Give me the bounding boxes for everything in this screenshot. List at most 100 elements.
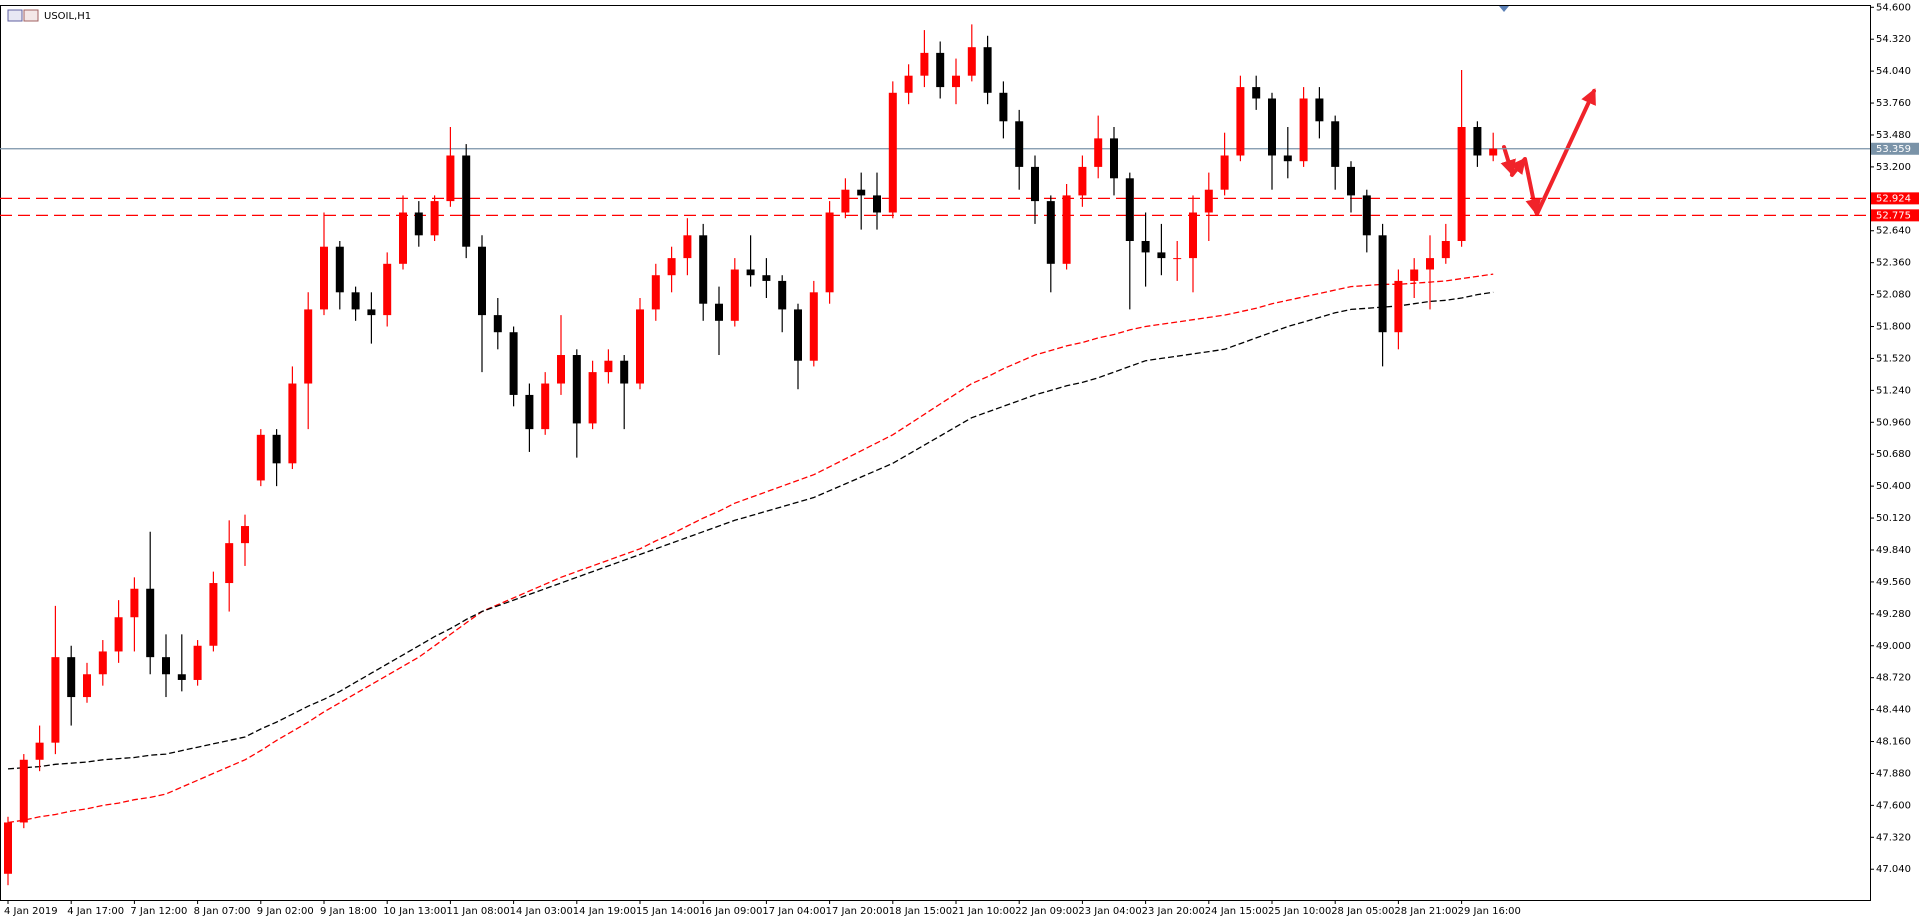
candle-body xyxy=(541,383,550,430)
candle-body xyxy=(4,822,12,874)
candle-body xyxy=(67,657,76,698)
candle-body xyxy=(525,394,534,430)
x-tick-label: 9 Jan 18:00 xyxy=(320,906,377,917)
x-tick-label: 7 Jan 12:00 xyxy=(130,906,187,917)
candle-body xyxy=(762,275,771,281)
candle-body xyxy=(1394,280,1403,333)
x-tick-label: 29 Jan 16:00 xyxy=(1458,906,1521,917)
candle-body xyxy=(493,315,502,333)
candle-body xyxy=(335,246,344,293)
candle-body xyxy=(1110,138,1118,179)
candle-body xyxy=(651,275,660,310)
candle-body xyxy=(1489,148,1498,156)
x-tick-label: 17 Jan 20:00 xyxy=(826,906,889,917)
y-tick-label: 51.520 xyxy=(1876,353,1911,364)
candle-body xyxy=(983,47,992,93)
candle-body xyxy=(1378,235,1387,333)
candle-body xyxy=(730,269,739,321)
candle-body xyxy=(1236,87,1245,156)
x-tick-label: 25 Jan 10:00 xyxy=(1268,906,1331,917)
candle-body xyxy=(952,75,960,88)
x-tick-label: 8 Jan 07:00 xyxy=(194,906,251,917)
candle-body xyxy=(19,759,28,823)
candle-body xyxy=(699,235,708,304)
y-tick-label: 54.040 xyxy=(1876,66,1911,77)
y-tick-label: 53.760 xyxy=(1876,98,1911,109)
x-tick-label: 15 Jan 14:00 xyxy=(636,906,699,917)
y-tick-label: 48.720 xyxy=(1876,673,1911,684)
candle-body xyxy=(1141,241,1150,253)
candle-body xyxy=(1315,98,1324,122)
candle-body xyxy=(1031,166,1039,202)
x-tick-label: 16 Jan 09:00 xyxy=(699,906,762,917)
candle-body xyxy=(241,526,249,544)
candle-body xyxy=(999,92,1008,122)
y-tick-label: 48.440 xyxy=(1876,705,1911,716)
candle-body xyxy=(920,52,929,76)
candle-body xyxy=(462,155,471,247)
candle-body xyxy=(209,583,218,646)
x-tick-label: 4 Jan 2019 xyxy=(4,906,58,917)
candle-body xyxy=(162,657,170,675)
candle-body xyxy=(256,434,265,481)
candle-body xyxy=(825,212,834,293)
candle-body xyxy=(936,52,945,88)
x-tick-label: 22 Jan 09:00 xyxy=(1015,906,1078,917)
candle-body xyxy=(98,651,107,675)
y-tick-label: 50.960 xyxy=(1876,417,1911,428)
candle-body xyxy=(967,47,976,76)
y-tick-label: 52.640 xyxy=(1876,226,1911,237)
candle-body xyxy=(1441,241,1450,259)
candle-body xyxy=(1015,121,1024,167)
annotation-arrows xyxy=(1500,88,1596,216)
candle-body xyxy=(320,246,328,310)
candle-body xyxy=(1204,189,1213,213)
candle-body xyxy=(446,155,455,202)
candle-body xyxy=(809,292,818,361)
candle-body xyxy=(225,543,234,584)
x-tick-label: 21 Jan 10:00 xyxy=(952,906,1015,917)
x-tick-label: 18 Jan 15:00 xyxy=(889,906,952,917)
arrow xyxy=(1523,157,1542,216)
candle-body xyxy=(1094,138,1103,167)
candle-body xyxy=(478,246,486,316)
x-tick-label: 17 Jan 04:00 xyxy=(762,906,825,917)
candle-body xyxy=(1157,252,1166,259)
price-label-box xyxy=(1871,142,1919,155)
candle-body xyxy=(904,75,913,93)
candle-body xyxy=(83,674,91,698)
y-tick-label: 47.600 xyxy=(1876,800,1911,811)
candle-body xyxy=(636,309,644,384)
x-tick-label: 9 Jan 02:00 xyxy=(257,906,314,917)
candle-body xyxy=(509,332,518,395)
candle-body xyxy=(399,212,407,264)
x-tick-label: 14 Jan 03:00 xyxy=(510,906,573,917)
candle-body xyxy=(1220,155,1229,190)
candle-body xyxy=(351,292,360,310)
candle-body xyxy=(130,588,139,618)
chart-title: USOIL,H1 xyxy=(44,11,91,22)
candle-body xyxy=(1046,201,1055,264)
candle-body xyxy=(35,742,44,760)
candle-body xyxy=(1426,258,1434,270)
candle-body xyxy=(888,92,897,213)
x-tick-label: 4 Jan 17:00 xyxy=(67,906,124,917)
y-tick-label: 47.880 xyxy=(1876,768,1911,779)
y-tick-label: 50.400 xyxy=(1876,481,1911,492)
y-tick-label: 52.360 xyxy=(1876,258,1911,269)
candle-body xyxy=(304,309,313,384)
candle-body xyxy=(1078,166,1087,196)
candle-body xyxy=(1362,195,1371,236)
candle-body xyxy=(1173,258,1182,260)
candle-body xyxy=(1268,98,1276,156)
price-label-box xyxy=(1871,192,1919,205)
y-tick-label: 50.680 xyxy=(1876,449,1911,460)
price-label: 52.775 xyxy=(1876,210,1911,221)
y-tick-label: 53.200 xyxy=(1876,162,1911,173)
moving-average xyxy=(7,273,1494,824)
y-tick-label: 49.000 xyxy=(1876,641,1911,652)
x-tick-label: 23 Jan 04:00 xyxy=(1078,906,1141,917)
arrow xyxy=(1509,157,1526,177)
